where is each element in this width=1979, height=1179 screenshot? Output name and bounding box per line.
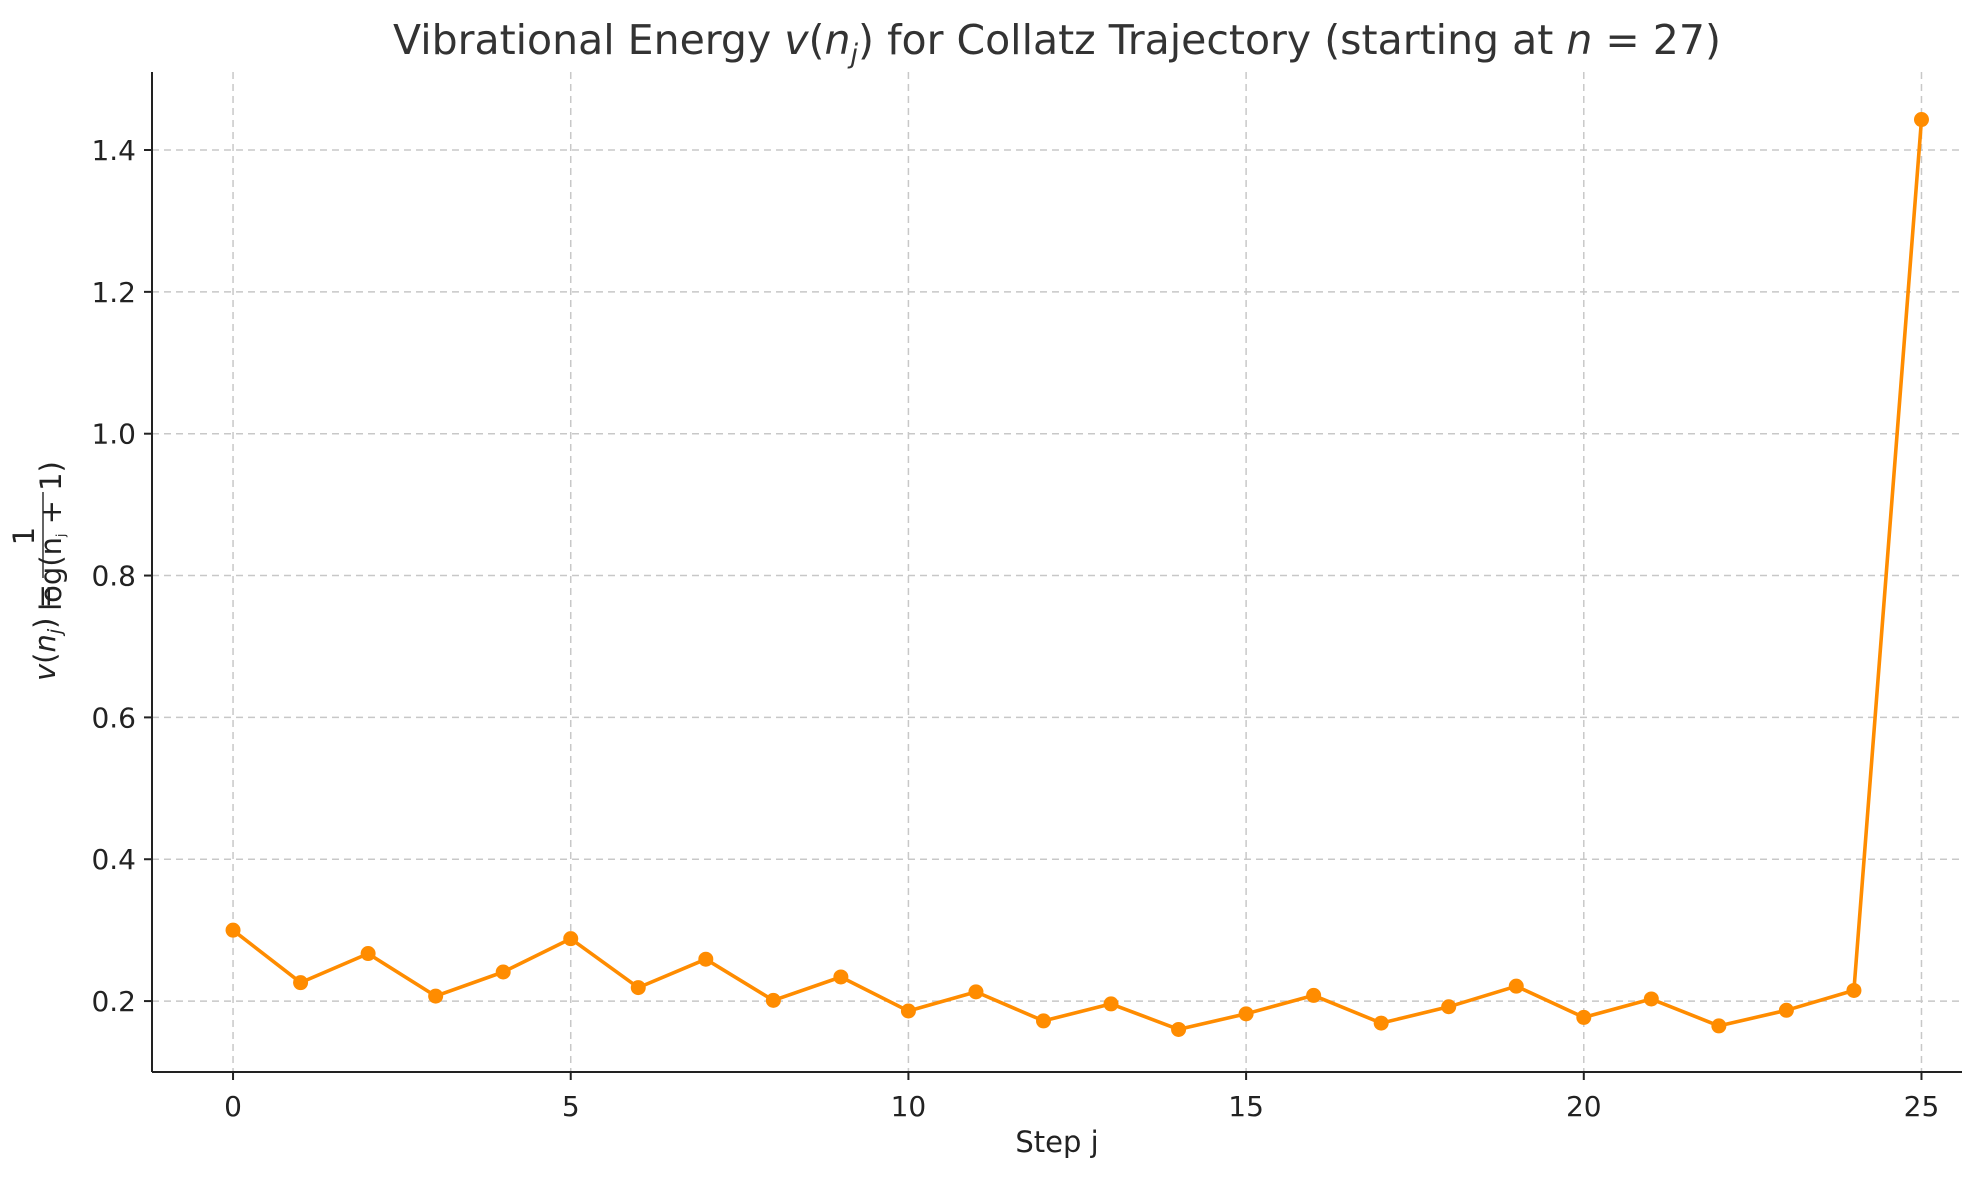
data-point	[360, 946, 376, 962]
data-point	[1306, 987, 1322, 1003]
data-point	[225, 922, 241, 938]
x-tick-label: 5	[562, 1090, 580, 1123]
data-point	[1508, 978, 1524, 994]
data-point	[1778, 1002, 1794, 1018]
series-line	[231, 119, 1924, 1032]
y-tick-label: 0.8	[91, 560, 136, 593]
data-point	[1846, 982, 1862, 998]
data-point	[698, 951, 714, 967]
y-tick-label: 0.2	[91, 985, 136, 1018]
grid	[152, 72, 1962, 1072]
axes: 0 5 10 15 20 25 0.2 0.4 0.6 0.8 1.0 1.2 1.4	[91, 72, 1962, 1123]
chart-title: Vibrational Energy v(nj) for Collatz Tra…	[393, 16, 1721, 70]
data-point	[1103, 996, 1119, 1012]
data-point	[1441, 999, 1457, 1015]
y-tick-label: 1.2	[91, 276, 136, 309]
svg-text:v(nj) =: v(nj) =	[28, 584, 66, 681]
x-tick-label: 25	[1904, 1090, 1940, 1123]
data-point	[1171, 1021, 1187, 1037]
data-point	[1373, 1015, 1389, 1031]
x-tick-label: 15	[1228, 1090, 1264, 1123]
data-point	[293, 975, 309, 991]
x-tick-label: 20	[1566, 1090, 1602, 1123]
y-tick-label: 0.4	[91, 843, 136, 876]
data-point	[495, 964, 511, 980]
y-tick-label: 1.0	[91, 418, 136, 451]
data-point	[563, 931, 579, 947]
data-point	[630, 980, 646, 996]
y-axis-label: v(nj) = 1 log(nj + 1)	[7, 461, 68, 681]
y-tick-label: 0.6	[91, 701, 136, 734]
svg-text:1: 1	[7, 527, 41, 545]
data-point	[1913, 112, 1929, 128]
data-point	[1711, 1018, 1727, 1034]
data-point	[968, 984, 984, 1000]
x-tick-label: 0	[224, 1090, 242, 1123]
data-point	[900, 1003, 916, 1019]
y-tick-label: 1.4	[91, 134, 136, 167]
series	[225, 112, 1929, 1037]
data-point	[428, 988, 444, 1004]
x-tick-label: 10	[891, 1090, 927, 1123]
data-point	[1576, 1009, 1592, 1025]
data-point	[1035, 1013, 1051, 1029]
svg-text:log(nj + 1): log(nj + 1)	[34, 461, 68, 611]
data-point	[765, 992, 781, 1008]
x-axis-label: Step j	[1015, 1125, 1098, 1159]
data-point	[1238, 1006, 1254, 1022]
data-point	[1643, 991, 1659, 1007]
data-point	[833, 969, 849, 985]
